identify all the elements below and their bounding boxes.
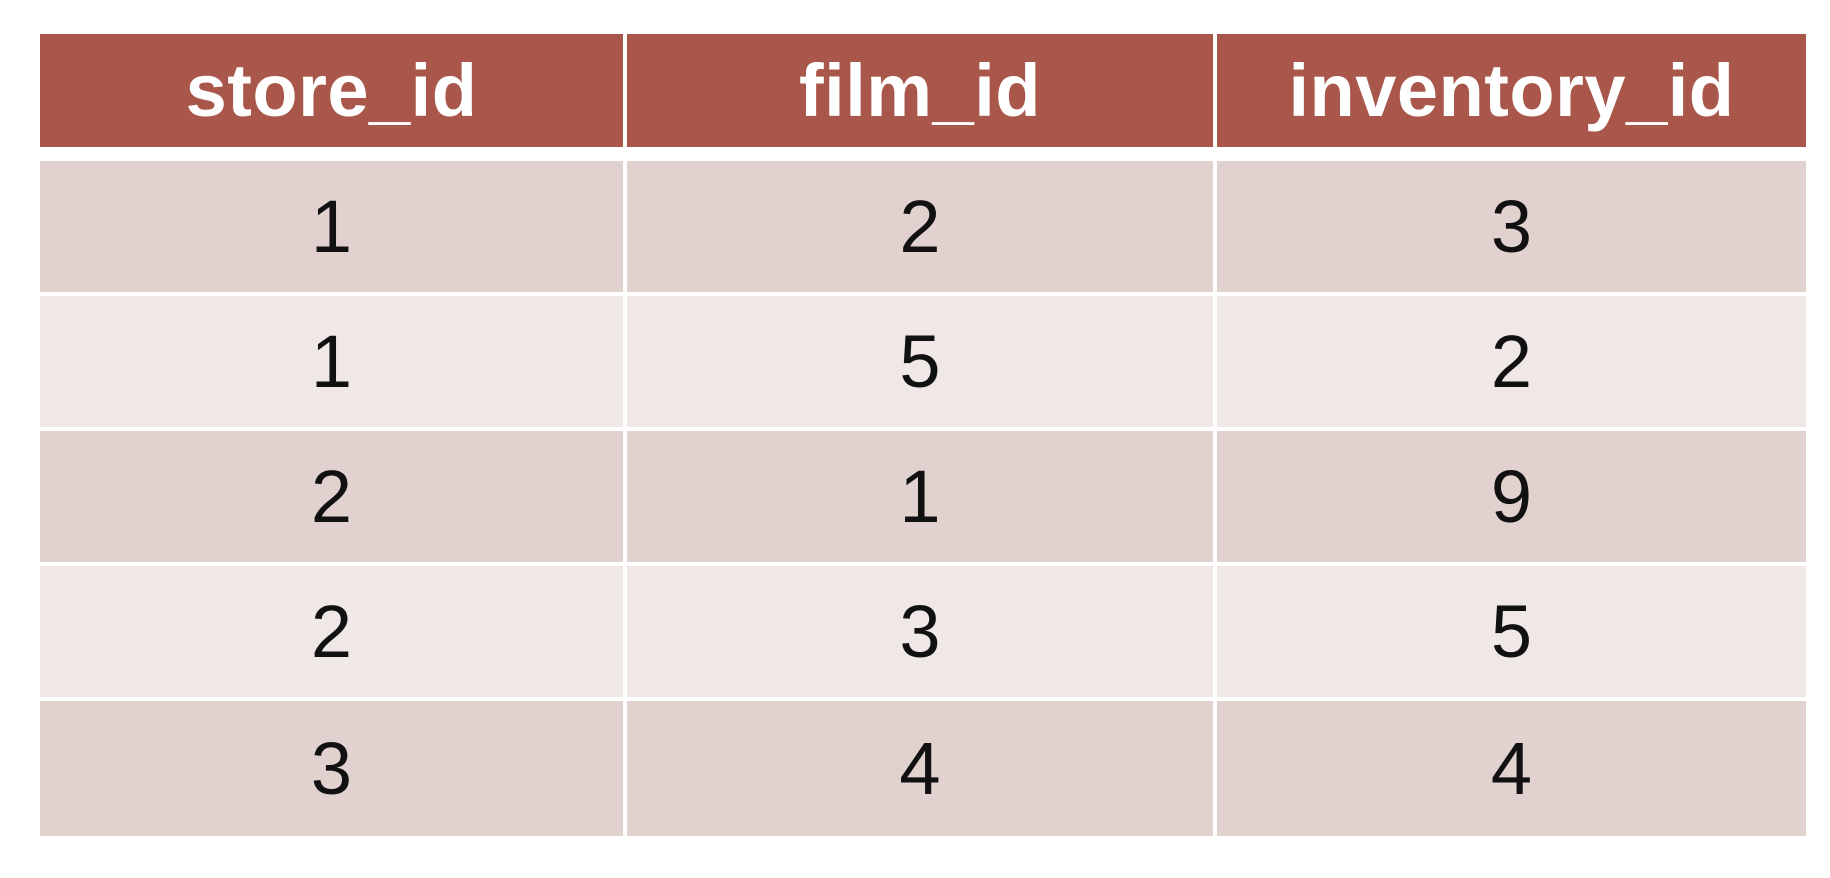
table-row: 2 3 5 <box>40 566 1806 701</box>
cell-store-id: 2 <box>40 566 627 701</box>
inventory-table: store_id film_id inventory_id 1 2 3 1 5 … <box>40 34 1806 836</box>
table-row: 3 4 4 <box>40 701 1806 836</box>
table-row: 1 2 3 <box>40 161 1806 296</box>
cell-film-id: 2 <box>627 161 1217 296</box>
table-row: 1 5 2 <box>40 296 1806 431</box>
header-inventory-id: inventory_id <box>1217 34 1806 161</box>
cell-film-id: 1 <box>627 431 1217 566</box>
cell-film-id: 3 <box>627 566 1217 701</box>
cell-inventory-id: 9 <box>1217 431 1806 566</box>
cell-store-id: 3 <box>40 701 627 836</box>
cell-store-id: 2 <box>40 431 627 566</box>
cell-film-id: 4 <box>627 701 1217 836</box>
cell-inventory-id: 5 <box>1217 566 1806 701</box>
cell-inventory-id: 3 <box>1217 161 1806 296</box>
cell-store-id: 1 <box>40 161 627 296</box>
cell-inventory-id: 2 <box>1217 296 1806 431</box>
cell-inventory-id: 4 <box>1217 701 1806 836</box>
table-body: 1 2 3 1 5 2 2 1 9 2 3 5 3 4 4 <box>40 161 1806 836</box>
header-store-id: store_id <box>40 34 627 161</box>
table-row: 2 1 9 <box>40 431 1806 566</box>
header-row: store_id film_id inventory_id <box>40 34 1806 161</box>
table-header: store_id film_id inventory_id <box>40 34 1806 161</box>
header-film-id: film_id <box>627 34 1217 161</box>
cell-store-id: 1 <box>40 296 627 431</box>
inventory-table-container: store_id film_id inventory_id 1 2 3 1 5 … <box>40 34 1806 836</box>
cell-film-id: 5 <box>627 296 1217 431</box>
